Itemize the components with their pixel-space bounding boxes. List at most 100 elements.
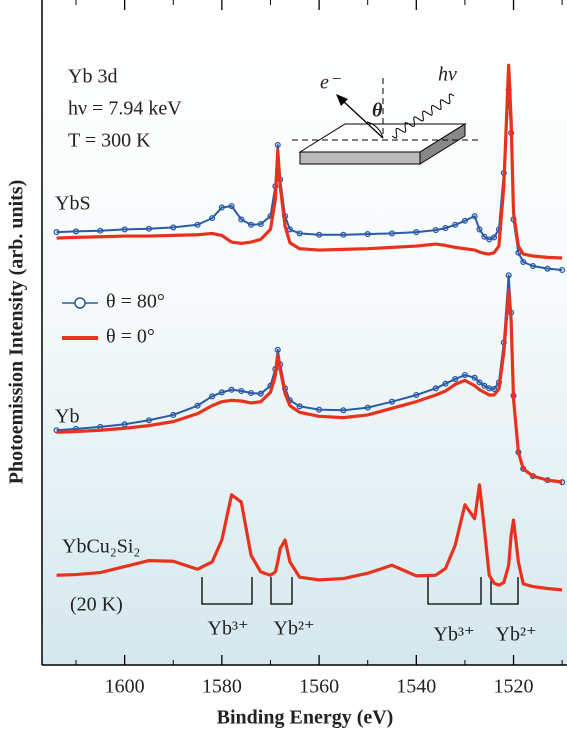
data-point (432, 227, 439, 234)
data-point (274, 141, 281, 149)
x-axis-label: Binding Energy (eV) (217, 707, 394, 729)
data-point (340, 231, 347, 238)
data-point (257, 390, 264, 397)
data-point (481, 233, 488, 240)
data-point (316, 231, 323, 238)
data-point (218, 204, 225, 211)
data-point (452, 375, 459, 383)
data-point (486, 236, 493, 243)
x-tick-label: 1580 (202, 676, 242, 698)
spectrum-line (56, 483, 563, 592)
data-point (452, 221, 459, 228)
data-point (529, 262, 537, 270)
data-point (442, 380, 449, 387)
data-point (121, 226, 128, 233)
data-point (257, 221, 264, 228)
data-point (520, 258, 527, 266)
plate-front (299, 151, 421, 165)
spectrum-line (56, 274, 563, 484)
plot-background (42, 0, 567, 665)
annotation: Yb²⁺ (496, 624, 537, 646)
legend-label: θ = 0° (106, 326, 155, 348)
bracket (490, 577, 519, 605)
data-point (228, 386, 235, 393)
data-point (442, 225, 449, 232)
angle-arc (366, 121, 384, 139)
inset-label: e⁻ (320, 72, 341, 94)
data-point (247, 389, 255, 397)
data-point (209, 393, 216, 400)
data-point (170, 224, 177, 231)
annotation: Yb³⁺ (434, 624, 475, 646)
legend-label: θ = 80° (106, 291, 165, 313)
data-point (413, 229, 420, 236)
data-point (228, 203, 235, 210)
data-point (296, 230, 303, 237)
data-point (72, 228, 80, 235)
data-point (432, 385, 439, 392)
arrow-head (336, 94, 348, 106)
data-point (491, 385, 498, 393)
data-point (53, 229, 60, 236)
data-point (476, 379, 483, 386)
annotation: Yb²⁺ (274, 618, 315, 640)
data-point (505, 272, 512, 279)
inset-label: θ (372, 100, 383, 122)
data-point (170, 411, 177, 419)
spectrum-line (56, 63, 563, 260)
plate-side (419, 123, 466, 165)
x-tick-label: 1600 (105, 676, 145, 698)
x-tick-label: 1560 (299, 676, 339, 698)
x-tick-label: 1540 (396, 676, 436, 698)
bracket (270, 577, 293, 605)
inset-label: hν (438, 64, 457, 86)
annotation: YbS (55, 193, 91, 215)
photon-wave (391, 93, 455, 139)
data-point (559, 266, 566, 274)
data-point (413, 391, 420, 399)
spectrum-line (56, 288, 563, 484)
data-point (194, 402, 201, 409)
data-point (544, 265, 551, 272)
valence-bracket (201, 577, 293, 605)
data-point (388, 230, 396, 237)
data-point (476, 226, 483, 233)
data-point (461, 372, 468, 379)
annotation: (20 K) (70, 594, 123, 616)
annotation: T = 300 K (68, 130, 151, 152)
data-point (481, 382, 488, 389)
electron-arrow (341, 99, 384, 139)
annotation: Yb (55, 406, 79, 428)
data-point (316, 406, 323, 413)
annotation: Yb³⁺ (208, 618, 249, 640)
data-point (238, 387, 245, 395)
data-point (471, 213, 478, 220)
data-point (145, 225, 152, 232)
data-point (97, 227, 104, 234)
bracket (201, 577, 253, 605)
y-axis-label: Photoemission Intensity (arb. units) (6, 180, 28, 484)
data-point (340, 407, 347, 414)
x-tick-label: 1520 (494, 676, 534, 698)
legend-marker (74, 297, 86, 309)
annotation: Yb 3d (68, 66, 117, 88)
data-point (471, 374, 478, 381)
annotation: hν = 7.94 keV (68, 98, 182, 120)
annotation: YbCu₂Si₂ (62, 536, 140, 558)
data-point (218, 389, 225, 396)
data-point (388, 398, 396, 405)
data-point (296, 403, 303, 410)
inset (292, 78, 478, 165)
data-point (194, 221, 201, 228)
data-point (209, 215, 216, 222)
data-point (461, 217, 468, 224)
data-point (274, 346, 281, 353)
bracket (427, 577, 482, 605)
data-point (53, 427, 60, 434)
data-point (145, 417, 152, 424)
data-point (364, 404, 371, 411)
valence-bracket (427, 577, 519, 605)
data-point (238, 216, 245, 223)
data-point (491, 234, 498, 241)
